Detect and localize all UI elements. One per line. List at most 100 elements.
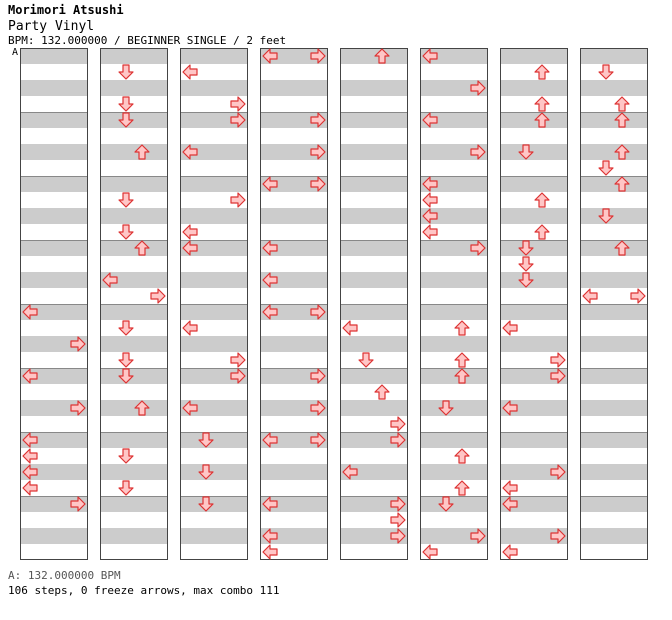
right-arrow-note	[310, 144, 326, 160]
right-arrow-note	[70, 400, 86, 416]
left-arrow-note	[502, 400, 518, 416]
right-arrow-note	[310, 304, 326, 320]
right-arrow-note	[310, 176, 326, 192]
left-arrow-note	[422, 544, 438, 560]
down-arrow-note	[518, 240, 534, 256]
left-arrow-note	[182, 144, 198, 160]
up-arrow-note	[534, 64, 550, 80]
up-arrow-note	[614, 96, 630, 112]
left-arrow-note	[262, 432, 278, 448]
left-arrow-note	[262, 240, 278, 256]
right-arrow-note	[230, 352, 246, 368]
song-title: Party Vinyl	[8, 19, 95, 34]
down-arrow-note	[518, 144, 534, 160]
right-arrow-note	[390, 432, 406, 448]
left-arrow-note	[262, 48, 278, 64]
left-arrow-note	[502, 496, 518, 512]
right-arrow-note	[470, 80, 486, 96]
right-arrow-note	[390, 512, 406, 528]
chart-column-6	[420, 48, 488, 560]
down-arrow-note	[118, 448, 134, 464]
up-arrow-note	[134, 240, 150, 256]
left-arrow-note	[422, 176, 438, 192]
right-arrow-note	[310, 112, 326, 128]
up-arrow-note	[614, 176, 630, 192]
up-arrow-note	[534, 96, 550, 112]
left-arrow-note	[502, 544, 518, 560]
left-arrow-note	[262, 544, 278, 560]
left-arrow-note	[502, 480, 518, 496]
left-arrow-note	[262, 528, 278, 544]
left-arrow-note	[422, 224, 438, 240]
right-arrow-note	[310, 432, 326, 448]
left-arrow-note	[342, 320, 358, 336]
down-arrow-note	[518, 272, 534, 288]
down-arrow-note	[438, 496, 454, 512]
bpm-legend: A: 132.000000 BPM	[8, 569, 121, 582]
step-stats: 106 steps, 0 freeze arrows, max combo 11…	[8, 584, 280, 597]
down-arrow-note	[438, 400, 454, 416]
up-arrow-note	[374, 48, 390, 64]
down-arrow-note	[118, 112, 134, 128]
left-arrow-note	[262, 272, 278, 288]
right-arrow-note	[550, 464, 566, 480]
left-arrow-note	[342, 464, 358, 480]
left-arrow-note	[502, 320, 518, 336]
right-arrow-note	[310, 400, 326, 416]
up-arrow-note	[134, 400, 150, 416]
down-arrow-note	[598, 160, 614, 176]
chart-column-4	[260, 48, 328, 560]
left-arrow-note	[262, 496, 278, 512]
right-arrow-note	[630, 288, 646, 304]
up-arrow-note	[134, 144, 150, 160]
left-arrow-note	[182, 320, 198, 336]
down-arrow-note	[358, 352, 374, 368]
left-arrow-note	[22, 464, 38, 480]
up-arrow-note	[534, 224, 550, 240]
right-arrow-note	[230, 96, 246, 112]
up-arrow-note	[454, 352, 470, 368]
left-arrow-note	[422, 192, 438, 208]
chart-info: BPM: 132.000000 / BEGINNER SINGLE / 2 fe…	[8, 34, 287, 47]
left-arrow-note	[22, 480, 38, 496]
left-arrow-note	[262, 176, 278, 192]
down-arrow-note	[118, 192, 134, 208]
up-arrow-note	[454, 448, 470, 464]
right-arrow-note	[550, 368, 566, 384]
up-arrow-note	[614, 144, 630, 160]
down-arrow-note	[198, 496, 214, 512]
down-arrow-note	[118, 320, 134, 336]
up-arrow-note	[454, 480, 470, 496]
right-arrow-note	[470, 240, 486, 256]
down-arrow-note	[118, 96, 134, 112]
right-arrow-note	[550, 352, 566, 368]
down-arrow-note	[198, 432, 214, 448]
right-arrow-note	[470, 144, 486, 160]
up-arrow-note	[614, 112, 630, 128]
down-arrow-note	[118, 368, 134, 384]
left-arrow-note	[182, 400, 198, 416]
up-arrow-note	[374, 384, 390, 400]
right-arrow-note	[150, 288, 166, 304]
down-arrow-note	[118, 352, 134, 368]
left-arrow-note	[262, 304, 278, 320]
left-arrow-note	[182, 224, 198, 240]
down-arrow-note	[118, 480, 134, 496]
artist-name: Morimori Atsushi	[8, 3, 124, 17]
right-arrow-note	[390, 528, 406, 544]
right-arrow-note	[70, 336, 86, 352]
up-arrow-note	[534, 192, 550, 208]
right-arrow-note	[470, 528, 486, 544]
left-arrow-note	[22, 304, 38, 320]
left-arrow-note	[22, 432, 38, 448]
right-arrow-note	[390, 416, 406, 432]
chart-column-3	[180, 48, 248, 560]
up-arrow-note	[534, 112, 550, 128]
left-arrow-note	[22, 448, 38, 464]
down-arrow-note	[518, 256, 534, 272]
left-arrow-note	[582, 288, 598, 304]
down-arrow-note	[198, 464, 214, 480]
chart-column-2	[100, 48, 168, 560]
right-arrow-note	[230, 112, 246, 128]
up-arrow-note	[614, 240, 630, 256]
